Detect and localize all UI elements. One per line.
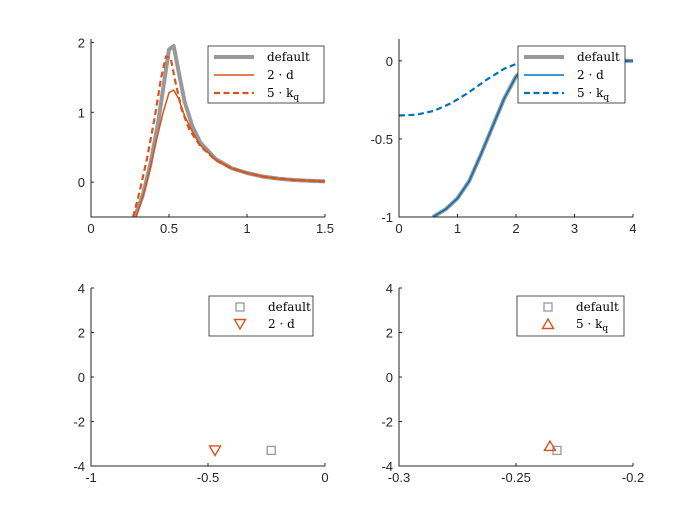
bl-y-tick-label: 4 xyxy=(78,281,85,296)
br-y-tick-label: -2 xyxy=(381,415,393,430)
bl-legend-label-2-d: 2 · d xyxy=(268,317,295,331)
tl-y-tick-label: 0 xyxy=(78,175,85,190)
tl-x-tick-label: 1.5 xyxy=(316,221,334,236)
tr-x-tick-label: 0 xyxy=(395,221,402,236)
tr-legend-label-5-kq: 5 · kq xyxy=(577,86,609,103)
bl-legend-box xyxy=(208,295,314,337)
br-x-tick-label: -0.25 xyxy=(501,470,531,485)
tr-y-tick-label: 0 xyxy=(386,54,393,69)
br-y-tick-label: 2 xyxy=(386,326,393,341)
tl-series-5-kq xyxy=(132,55,325,217)
tr-x-tick-label: 3 xyxy=(571,221,578,236)
bl-point-2-d xyxy=(208,445,222,457)
tl-legend: default 2 · d 5 · kq xyxy=(207,45,325,104)
tr-x-tick-label: 4 xyxy=(629,221,636,236)
tl-x-tick-label: 1 xyxy=(243,221,250,236)
tl-x-tick-label: 0 xyxy=(87,221,94,236)
tr-legend: default 2 · d 5 · kq xyxy=(517,45,626,104)
tl-series-2-d xyxy=(135,89,325,217)
subplot-bottom-right: -0.3 -0.25 -0.2 -4 -2 0 2 4 default 5 · kq xyxy=(381,281,644,485)
tr-x-tick-label: 1 xyxy=(454,221,461,236)
tr-legend-label-default: default xyxy=(577,50,620,64)
bl-legend: default 2 · d xyxy=(208,295,314,337)
tl-legend-label-default: default xyxy=(267,50,310,64)
bl-point-default xyxy=(266,445,276,456)
tr-y-tick-label: -1 xyxy=(381,210,393,225)
tl-x-tick-label: 0.5 xyxy=(160,221,178,236)
tr-series-5-kq xyxy=(399,59,633,117)
br-y-tick-label: 4 xyxy=(386,281,393,296)
br-legend-swatch-default xyxy=(543,302,553,312)
br-legend-swatch-5-kq xyxy=(541,317,555,330)
tl-y-tick-label: 2 xyxy=(78,35,85,50)
br-point-5-kq xyxy=(543,439,557,452)
br-legend-label-default: default xyxy=(576,300,619,314)
subplot-bottom-left: -1 -0.5 0 -4 -2 0 2 4 default 2 · d xyxy=(73,281,328,485)
bl-x-tick-label: 0 xyxy=(321,470,328,485)
br-y-tick-label: -4 xyxy=(381,459,393,474)
tr-y-tick-label: -0.5 xyxy=(371,132,393,147)
br-y-tick-label: 0 xyxy=(386,370,393,385)
br-x-tick-label: -0.3 xyxy=(388,470,410,485)
tr-legend-label-2-d: 2 · d xyxy=(577,68,604,82)
bl-x-tick-label: -0.5 xyxy=(197,470,219,485)
bl-y-tick-label: -2 xyxy=(73,415,85,430)
tr-x-tick-label: 2 xyxy=(512,221,519,236)
bl-legend-swatch-default xyxy=(235,302,245,312)
br-legend: default 5 · kq xyxy=(516,295,625,337)
br-x-tick-label: -0.2 xyxy=(622,470,644,485)
bl-x-tick-label: -1 xyxy=(85,470,97,485)
tl-legend-label-5-kq: 5 · kq xyxy=(267,86,299,103)
br-legend-box xyxy=(516,295,625,337)
subplot-top-left: 0 0.5 1 1.5 0 1 2 default 2 · d 5 · kq xyxy=(78,35,334,236)
bl-legend-label-default: default xyxy=(268,300,311,314)
bl-y-tick-label: 2 xyxy=(78,326,85,341)
tl-series-group xyxy=(132,44,325,217)
tl-y-tick-label: 1 xyxy=(78,105,85,120)
bl-y-tick-label: 0 xyxy=(78,370,85,385)
tl-legend-label-2-d: 2 · d xyxy=(267,68,294,82)
subplot-top-right: 0 1 2 3 4 -1 -0.5 0 default 2 · d 5 · kq xyxy=(371,39,637,236)
br-legend-label-5-kq: 5 · kq xyxy=(576,317,608,334)
bl-legend-swatch-2-d xyxy=(233,318,247,331)
bl-y-tick-label: -4 xyxy=(73,459,85,474)
